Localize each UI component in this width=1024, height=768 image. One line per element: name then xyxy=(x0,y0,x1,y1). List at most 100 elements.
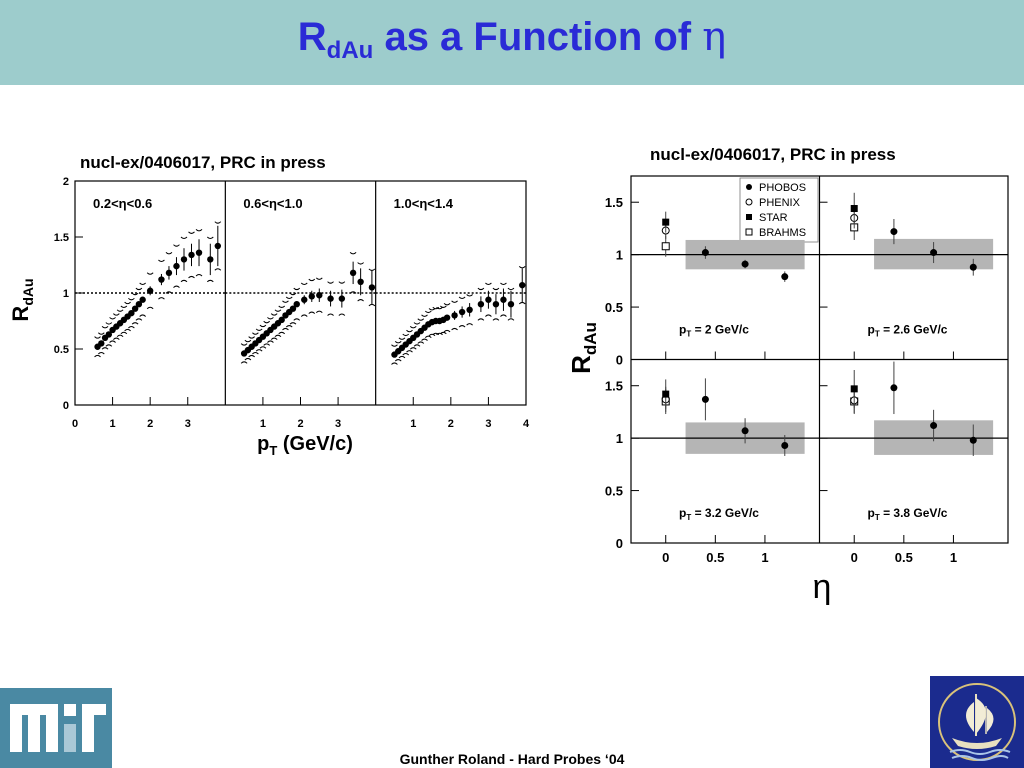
left-data-point xyxy=(357,278,364,285)
slide-title: RdAu as a Function of η xyxy=(0,14,1024,65)
left-syst-bracket xyxy=(368,303,376,307)
left-data-point xyxy=(316,292,323,299)
left-y-axis-label: RdAu xyxy=(8,278,36,321)
left-syst-bracket xyxy=(278,305,286,308)
left-syst-bracket xyxy=(394,359,402,362)
left-data-point xyxy=(485,296,492,303)
left-data-point xyxy=(519,281,526,289)
right-panel-label-rest: = 2 GeV/c xyxy=(691,323,749,337)
phobos-marker xyxy=(741,260,749,268)
left-panel-label: 0.2<η<0.6 xyxy=(93,196,152,211)
left-syst-bracket xyxy=(507,318,515,321)
left-x-tick-label: 1 xyxy=(410,418,416,430)
left-syst-bracket xyxy=(109,340,116,343)
right-panel-label: pT = 2.6 GeV/c xyxy=(868,323,948,339)
left-syst-bracket xyxy=(282,300,289,303)
left-syst-bracket xyxy=(252,352,259,355)
right-x-tick-label: 0.5 xyxy=(706,550,724,565)
left-syst-bracket xyxy=(315,277,323,280)
left-syst-bracket xyxy=(158,297,165,300)
left-data-point xyxy=(139,296,146,303)
right-panel-label-main: p xyxy=(868,323,875,337)
right-panel-label-rest: = 2.6 GeV/c xyxy=(880,323,948,337)
left-syst-bracket xyxy=(285,325,293,328)
legend-entry: PHOBOS xyxy=(759,182,806,194)
left-syst-bracket xyxy=(248,336,255,339)
left-data-point xyxy=(466,306,473,313)
mit-logo-graphic xyxy=(10,704,106,752)
right-y-tick-label: 1.5 xyxy=(605,195,623,210)
left-syst-bracket xyxy=(439,305,447,308)
phobos-marker xyxy=(969,263,977,271)
left-data-point xyxy=(278,316,285,324)
left-syst-bracket xyxy=(443,329,451,333)
left-x-tick-label: 1 xyxy=(110,418,116,430)
left-data-point xyxy=(135,301,143,308)
left-data-point xyxy=(128,309,135,317)
left-syst-bracket xyxy=(101,326,109,329)
right-y-tick-label: 1.5 xyxy=(605,379,623,394)
legend-entry: PHENIX xyxy=(759,197,801,209)
left-syst-bracket xyxy=(398,337,406,340)
left-syst-bracket xyxy=(439,331,447,335)
legend-marker-star xyxy=(746,214,752,220)
legend-entry: STAR xyxy=(759,212,788,224)
left-syst-bracket xyxy=(282,327,289,331)
left-syst-bracket xyxy=(94,354,101,358)
left-syst-bracket xyxy=(206,279,214,283)
right-y-axis-label: RdAu xyxy=(566,322,600,374)
left-syst-bracket xyxy=(146,272,154,275)
left-syst-bracket xyxy=(402,333,410,337)
right-x-tick-label: 0 xyxy=(662,550,669,565)
left-syst-bracket xyxy=(97,332,105,335)
right-y-axis-label-main: R xyxy=(566,355,596,374)
left-syst-bracket xyxy=(278,331,286,335)
left-syst-bracket xyxy=(259,346,267,349)
left-syst-bracket xyxy=(327,313,334,316)
star-marker xyxy=(662,390,670,398)
left-syst-bracket xyxy=(357,262,364,265)
left-figure-reference: nucl-ex/0406017, PRC in press xyxy=(80,153,326,172)
left-x-axis-label-rest: (GeV/c) xyxy=(277,433,353,455)
left-syst-bracket xyxy=(180,236,188,240)
left-syst-bracket xyxy=(518,301,526,305)
right-panel-label-main: p xyxy=(868,506,875,520)
mit-logo xyxy=(0,688,112,768)
right-panel-label-sub: T xyxy=(686,513,691,522)
ship-seal-logo xyxy=(930,676,1024,768)
left-syst-bracket xyxy=(195,228,203,232)
left-data-point xyxy=(327,295,334,302)
left-syst-bracket xyxy=(391,344,398,347)
left-syst-bracket xyxy=(406,350,413,353)
left-syst-bracket xyxy=(173,285,180,288)
left-syst-bracket xyxy=(436,332,443,336)
left-syst-bracket xyxy=(417,318,425,321)
star-marker xyxy=(850,385,858,393)
legend-box xyxy=(739,177,819,243)
left-syst-bracket xyxy=(116,334,124,338)
phobos-marker xyxy=(890,228,898,236)
left-data-point xyxy=(477,301,485,308)
left-data-point xyxy=(338,295,346,302)
left-y-tick-label: 1 xyxy=(63,288,69,300)
left-syst-bracket xyxy=(458,296,466,300)
left-data-point xyxy=(188,251,195,259)
star-marker xyxy=(850,205,858,213)
left-x-axis-label-main: p xyxy=(257,433,269,455)
left-syst-bracket xyxy=(368,268,376,271)
left-x-tick-label: 3 xyxy=(485,418,491,430)
left-syst-bracket xyxy=(101,347,109,350)
left-syst-bracket xyxy=(500,282,507,285)
left-x-tick-label: 1 xyxy=(260,418,266,430)
right-x-axis-label: η xyxy=(813,568,832,606)
left-syst-bracket xyxy=(109,317,116,320)
left-syst-bracket xyxy=(180,279,188,283)
left-syst-bracket xyxy=(135,318,143,321)
left-syst-bracket xyxy=(240,361,248,364)
right-y-tick-label: 1 xyxy=(616,248,623,263)
left-syst-bracket xyxy=(255,328,263,331)
left-syst-bracket xyxy=(428,333,436,337)
left-syst-bracket xyxy=(500,314,507,317)
title-bar xyxy=(0,0,1024,85)
